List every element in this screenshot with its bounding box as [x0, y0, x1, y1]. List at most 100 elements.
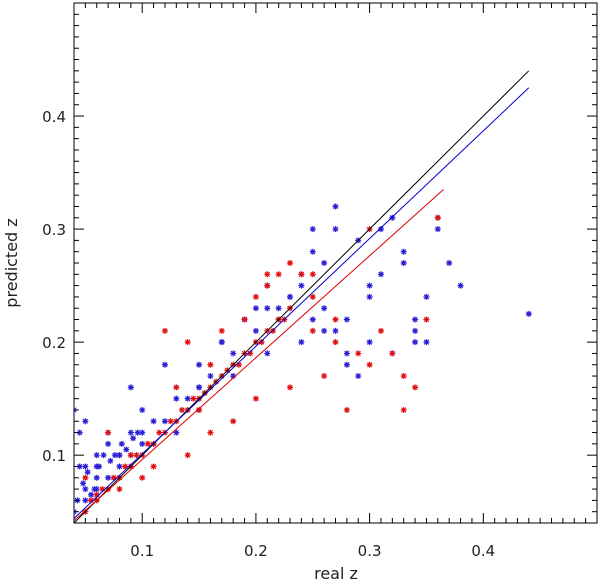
- scatter-point: [105, 474, 112, 481]
- scatter-point: [207, 361, 214, 368]
- scatter-point: [82, 486, 89, 493]
- scatter-point: [309, 327, 316, 334]
- scatter-point: [321, 305, 328, 312]
- scatter-point: [412, 327, 419, 334]
- scatter-point: [161, 361, 168, 368]
- scatter-point: [298, 271, 305, 278]
- scatter-point: [412, 384, 419, 391]
- scatter-point: [287, 260, 294, 266]
- scatter-point: [116, 486, 123, 493]
- scatter-point: [139, 440, 146, 447]
- scatter-point: [218, 327, 225, 334]
- scatter-point: [412, 339, 419, 346]
- scatter-point: [298, 282, 305, 289]
- scatter-point: [196, 406, 203, 413]
- scatter-point: [91, 486, 98, 493]
- y-tick-label: 0.3: [42, 221, 66, 239]
- x-tick-label: 0.4: [471, 542, 495, 560]
- scatter-point: [207, 429, 214, 436]
- scatter-point: [96, 463, 103, 470]
- scatter-point: [287, 293, 294, 300]
- scatter-point: [150, 418, 157, 425]
- scatter-point: [252, 293, 259, 300]
- scatter-point: [343, 350, 350, 357]
- y-tick-label: 0.2: [42, 334, 66, 352]
- scatter-point: [332, 226, 339, 233]
- scatter-point: [287, 384, 294, 391]
- scatter-point: [309, 226, 316, 233]
- scatter-point: [93, 491, 100, 498]
- scatter-point: [269, 327, 276, 334]
- scatter-point: [93, 452, 100, 459]
- scatter-point: [400, 248, 407, 255]
- scatter-point: [100, 452, 107, 459]
- scatter-point: [389, 214, 396, 221]
- scatter-point: [207, 373, 214, 380]
- scatter-point: [184, 339, 191, 346]
- scatter-point: [161, 327, 168, 334]
- scatter-point: [139, 406, 146, 413]
- scatter-point: [105, 429, 112, 436]
- scatter-point: [298, 339, 305, 346]
- scatter-point: [230, 350, 237, 357]
- scatter-point: [321, 260, 328, 266]
- scatter-point: [133, 452, 140, 459]
- scatter-point: [309, 293, 316, 300]
- scatter-point: [88, 497, 95, 504]
- scatter-series-0: [74, 203, 532, 515]
- scatter-point: [264, 271, 271, 278]
- y-axis-label: predicted z: [2, 218, 21, 307]
- scatter-point: [118, 440, 125, 447]
- scatter-point: [377, 226, 384, 233]
- scatter-point: [150, 463, 157, 470]
- scatter-point: [412, 316, 419, 323]
- scatter-point: [525, 310, 532, 317]
- scatter-point: [355, 373, 362, 380]
- scatter-point: [173, 384, 180, 391]
- scatter-point: [190, 395, 197, 402]
- scatter-point: [127, 429, 134, 436]
- scatter-point: [400, 260, 407, 266]
- scatter-point: [366, 293, 373, 300]
- scatter-point: [76, 463, 83, 470]
- scatter-point: [230, 373, 237, 380]
- scatter-point: [173, 429, 180, 436]
- scatter-point: [184, 452, 191, 459]
- scatter-point: [127, 452, 134, 459]
- scatter-series-1: [82, 214, 441, 515]
- scatter-point: [366, 361, 373, 368]
- scatter-point: [179, 406, 186, 413]
- scatter-point: [247, 350, 254, 357]
- scatter-point: [258, 339, 265, 346]
- scatter-point: [156, 429, 163, 436]
- scatter-point: [400, 373, 407, 380]
- scatter-point: [321, 327, 328, 334]
- scatter-point: [377, 271, 384, 278]
- scatter-point: [184, 395, 191, 402]
- scatter-point: [122, 463, 129, 470]
- scatter-point: [241, 316, 248, 323]
- scatter-point: [110, 474, 117, 481]
- scatter-point: [161, 418, 168, 425]
- scatter-point: [321, 373, 328, 380]
- scatter-point: [116, 463, 123, 470]
- scatter-point: [76, 429, 83, 436]
- scatter-point: [111, 452, 118, 459]
- scatter-point: [80, 480, 87, 487]
- axis-ticks: 0.1 0.2 0.3 0.4 0.1 0.2 0.3 0.4: [42, 3, 597, 560]
- scatter-point: [434, 214, 441, 221]
- scatter-point: [235, 361, 242, 368]
- scatter-point: [309, 271, 316, 278]
- scatter-point: [309, 248, 316, 255]
- scatter-point: [93, 474, 100, 481]
- scatter-point: [332, 203, 339, 210]
- scatter-point: [343, 406, 350, 413]
- y-tick-label: 0.4: [42, 108, 66, 126]
- scatter-point: [196, 384, 203, 391]
- scatter-point: [134, 429, 141, 436]
- x-axis-label: real z: [314, 564, 358, 583]
- scatter-point: [264, 350, 271, 357]
- scatter-point: [252, 395, 259, 402]
- scatter-point: [144, 440, 151, 447]
